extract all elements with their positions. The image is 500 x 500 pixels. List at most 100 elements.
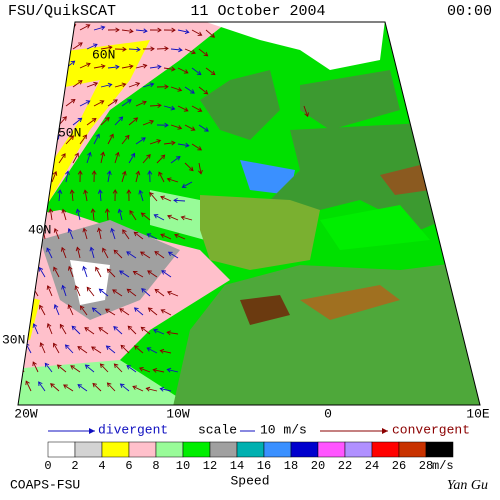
wind-arrow xyxy=(132,385,144,392)
wind-arrow-head xyxy=(158,171,163,177)
wind-arrow xyxy=(128,153,135,164)
wind-arrow xyxy=(47,285,53,297)
wind-arrow xyxy=(134,307,144,316)
wind-arrow-head xyxy=(120,344,126,350)
wind-arrow-head xyxy=(142,100,147,106)
wind-arrow xyxy=(112,289,123,297)
footer-right: Yan Gu xyxy=(447,478,488,493)
wind-arrow xyxy=(121,171,126,183)
wind-arrow xyxy=(23,171,28,183)
wind-arrow xyxy=(37,208,40,221)
wind-arrow-head xyxy=(77,80,83,85)
wind-arrow-head xyxy=(30,189,36,195)
wind-arrow xyxy=(30,152,35,164)
wind-arrow-head xyxy=(113,99,118,104)
wind-arrow-head xyxy=(87,151,92,157)
wind-arrow xyxy=(37,26,49,31)
wind-arrow-head xyxy=(147,170,153,175)
wind-arrow xyxy=(107,268,116,278)
color-swatch xyxy=(290,441,319,458)
wind-arrow xyxy=(44,190,49,202)
wind-arrow-head xyxy=(53,342,58,348)
wind-arrow-head xyxy=(196,70,202,76)
footer-left: COAPS-FSU xyxy=(10,477,80,492)
color-tick-label: 18 xyxy=(284,459,298,473)
color-swatch xyxy=(182,441,211,458)
wind-arrow-head xyxy=(39,342,45,347)
wind-arrow xyxy=(191,105,202,112)
mountains xyxy=(240,295,290,325)
wind-arrow xyxy=(114,152,119,164)
wind-arrow-head xyxy=(104,308,110,313)
wind-arrow xyxy=(23,25,35,31)
wind-arrow-head xyxy=(91,346,96,351)
wind-arrow xyxy=(86,82,98,88)
wind-arrow xyxy=(184,86,195,94)
ocean-band xyxy=(70,260,110,305)
wind-arrow xyxy=(198,124,209,132)
wind-arrow xyxy=(44,44,56,50)
color-tick-label: 8 xyxy=(152,459,159,473)
lon-label: 10W xyxy=(166,406,190,421)
wind-arrow-head xyxy=(132,270,138,276)
wind-arrow-head xyxy=(39,171,44,177)
wind-arrow xyxy=(98,228,102,240)
wind-arrow-head xyxy=(71,325,77,331)
header-date: 11 October 2004 xyxy=(190,3,325,20)
wind-arrow-head xyxy=(74,285,80,290)
wind-arrow xyxy=(139,367,151,373)
wind-arrow xyxy=(121,135,130,145)
wind-arrow-head xyxy=(184,142,190,148)
wind-arrow xyxy=(65,171,69,183)
wind-arrow-head xyxy=(84,327,90,332)
wind-arrow xyxy=(100,117,110,126)
wind-arrow-head xyxy=(140,326,146,332)
mountains xyxy=(380,165,430,195)
lon-label: 20W xyxy=(14,406,38,421)
wind-arrow xyxy=(107,171,111,183)
wind-arrow xyxy=(37,134,44,145)
wind-arrow xyxy=(107,134,114,145)
wind-arrow-head xyxy=(25,380,30,386)
wind-arrow xyxy=(107,66,119,69)
wind-arrow xyxy=(173,199,186,202)
wind-arrow-head xyxy=(10,134,14,138)
wind-arrow xyxy=(135,64,147,69)
wind-arrow xyxy=(139,190,144,202)
wind-arrow-head xyxy=(122,229,127,234)
wind-arrow xyxy=(160,350,172,354)
wind-arrow-head xyxy=(141,137,146,142)
wind-arrow xyxy=(158,171,165,183)
wind-arrow-head xyxy=(106,170,112,176)
wind-arrow-head xyxy=(32,323,38,328)
wind-arrow-head xyxy=(77,170,83,175)
wind-arrow xyxy=(51,60,61,69)
color-tick-label: 6 xyxy=(125,459,132,473)
color-swatch xyxy=(47,441,76,458)
wind-arrow xyxy=(53,343,60,354)
wind-arrow xyxy=(102,248,109,259)
wind-arrow-head xyxy=(69,135,75,140)
wind-arrow xyxy=(106,208,109,221)
wind-arrow-head xyxy=(99,363,105,369)
wind-arrow-head xyxy=(127,99,132,104)
wind-arrow xyxy=(119,270,130,278)
wind-arrow-head xyxy=(60,246,66,252)
wind-arrow-head xyxy=(38,266,44,272)
wind-arrow-head xyxy=(152,367,158,373)
color-tick-label: 2 xyxy=(71,459,78,473)
wind-arrow-head xyxy=(135,82,141,87)
wind-arrow-head xyxy=(69,189,75,194)
wind-arrow-head xyxy=(126,288,132,294)
wind-arrow xyxy=(83,266,88,278)
wind-arrow-head xyxy=(127,325,133,331)
wind-arrow-head xyxy=(9,171,13,175)
wind-arrow-head xyxy=(24,305,29,311)
scale-label: scale xyxy=(198,422,237,437)
wind-arrow xyxy=(79,63,91,69)
wind-arrow-head xyxy=(142,63,148,69)
divergent-label: divergent xyxy=(98,422,168,437)
wind-arrow-head xyxy=(157,27,162,33)
wind-arrow xyxy=(72,153,79,164)
wind-arrow xyxy=(135,171,140,183)
